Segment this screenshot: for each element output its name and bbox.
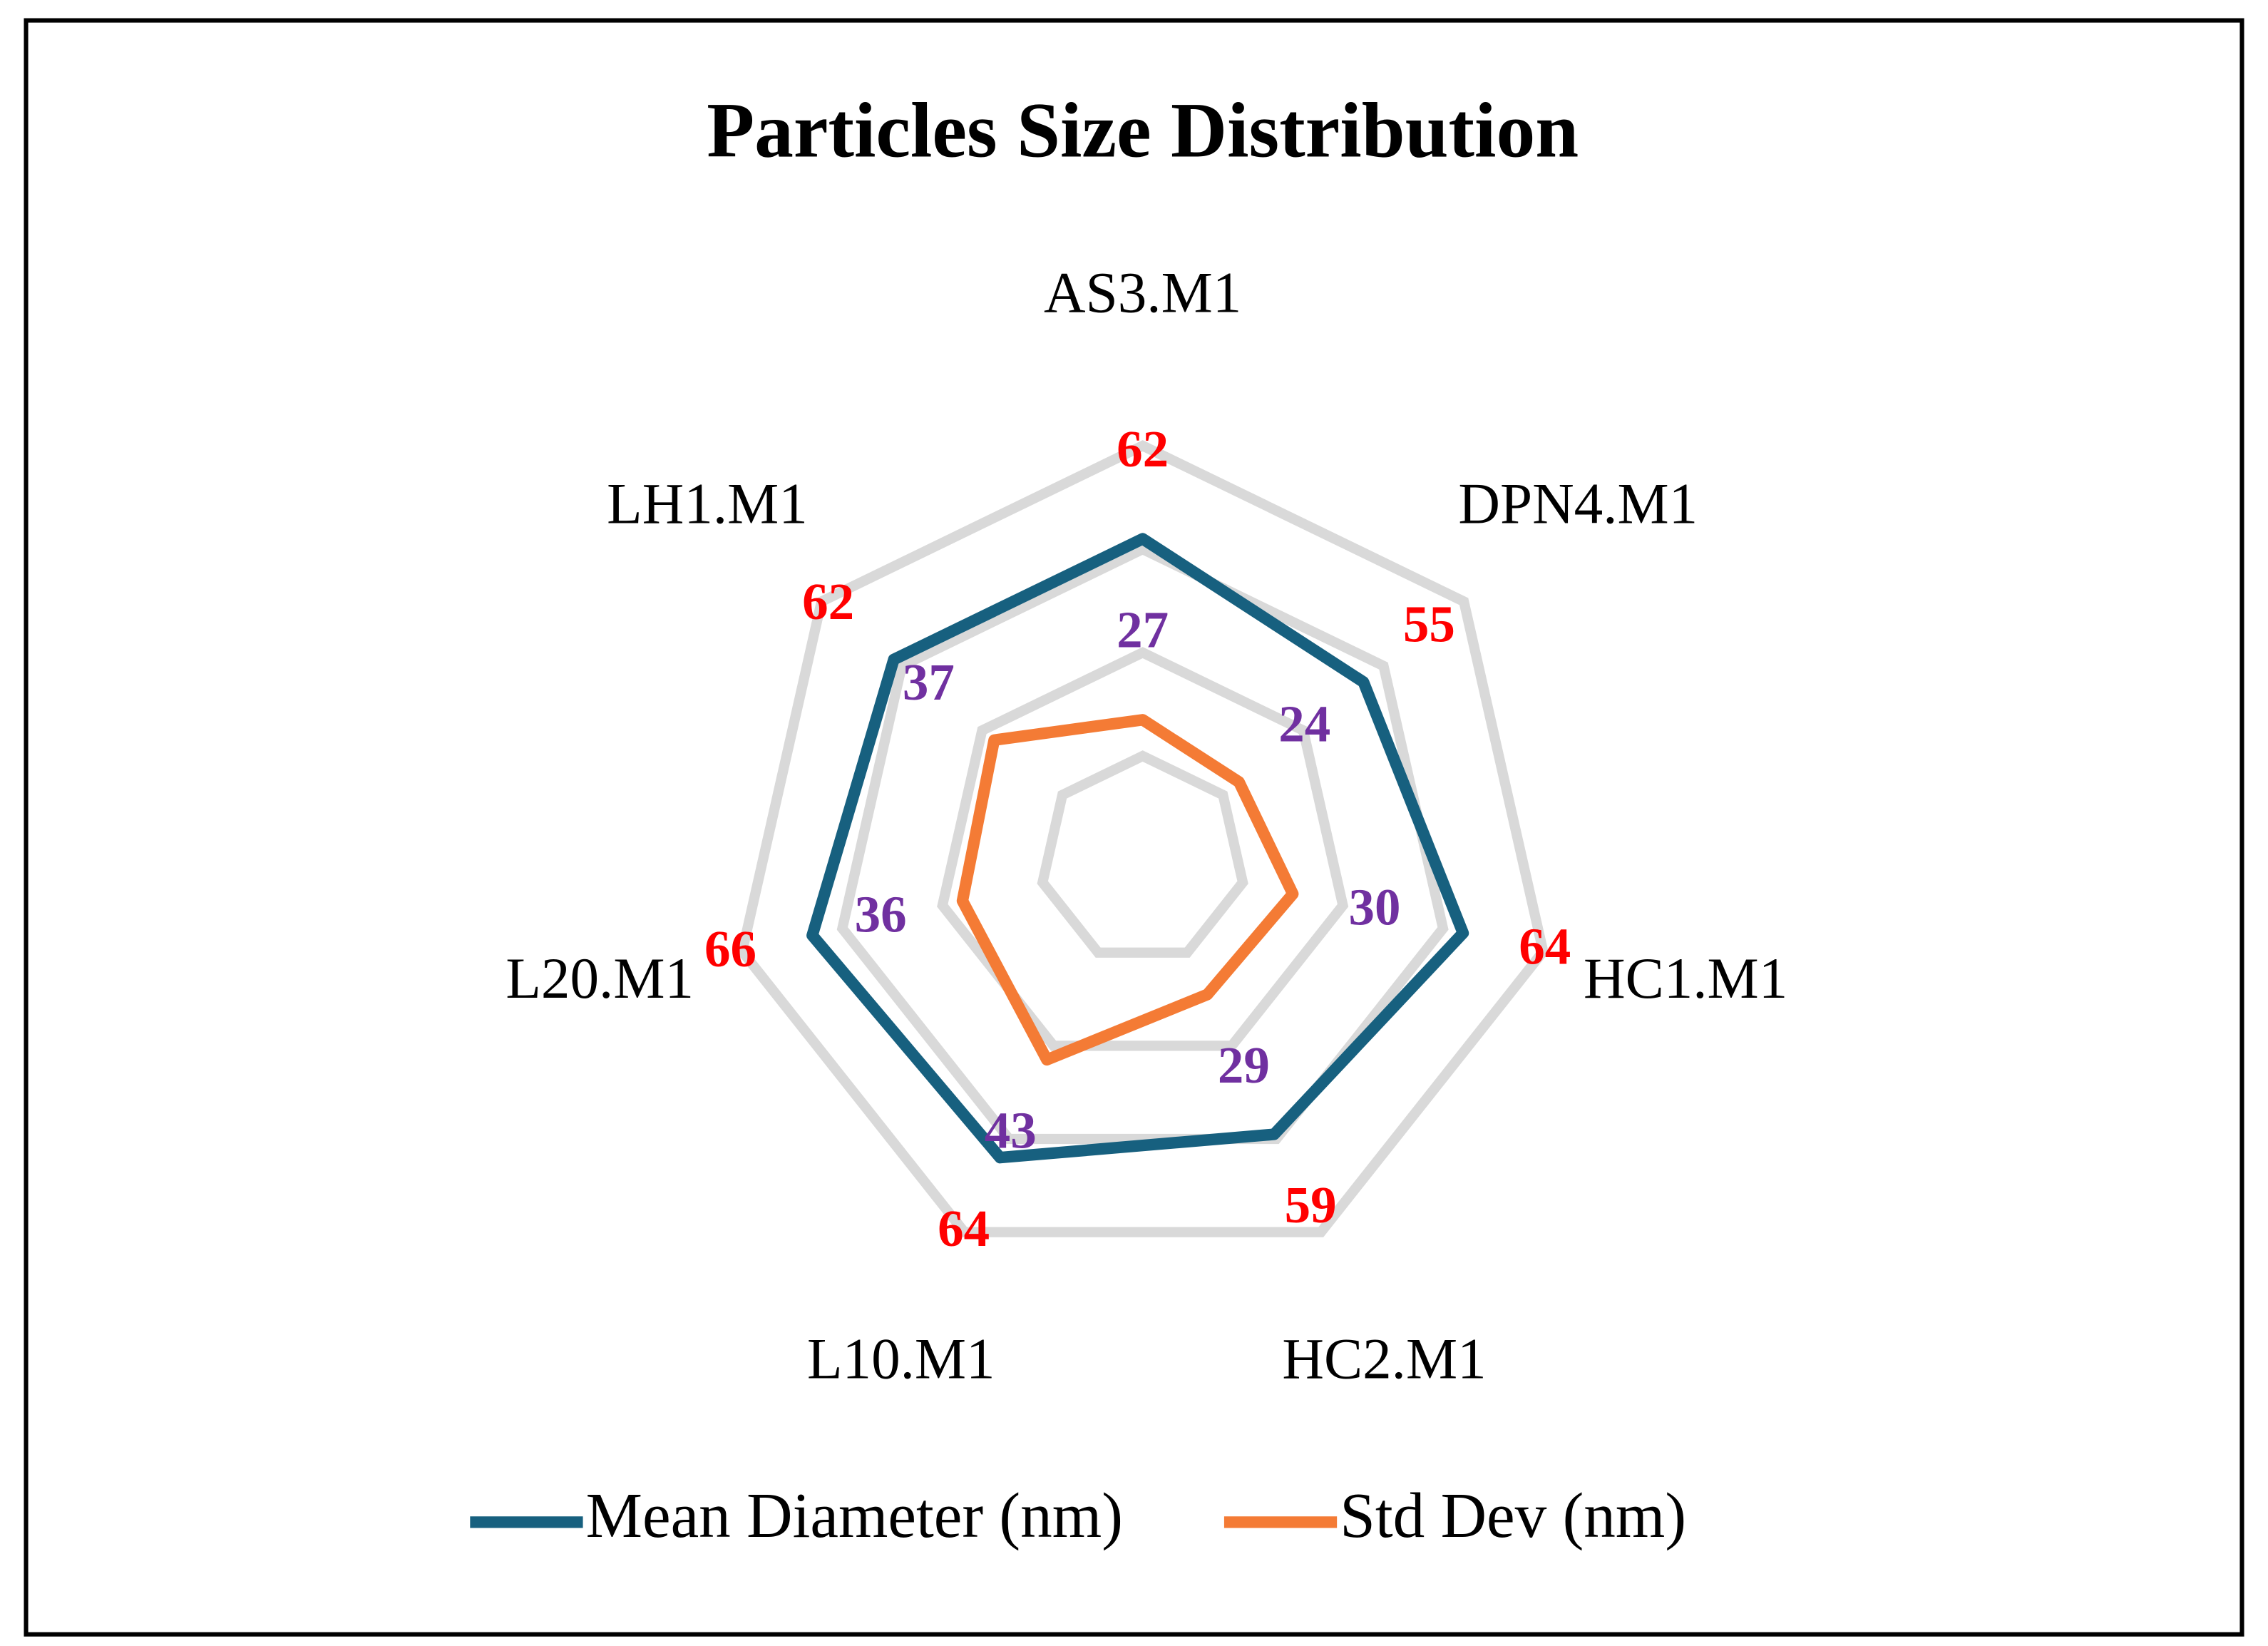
series-line <box>806 533 1469 1164</box>
axis-label: DPN4.M1 <box>1458 471 1698 536</box>
data-label: 29 <box>1218 1036 1270 1094</box>
data-label: 27 <box>1117 600 1169 658</box>
axis-label: LH1.M1 <box>607 471 808 536</box>
data-label: 59 <box>1285 1176 1337 1234</box>
chart-frame <box>24 18 2244 1637</box>
legend-label: Mean Diameter (nm) <box>586 1481 1123 1551</box>
data-label: 37 <box>903 653 955 711</box>
axis-label: HC2.M1 <box>1282 1326 1486 1391</box>
chart-title: Particles Size Distribution <box>707 86 1579 173</box>
data-label: 36 <box>855 885 907 943</box>
data-label: 66 <box>704 920 756 978</box>
axis-label: L10.M1 <box>807 1326 995 1391</box>
grid-ring <box>937 647 1349 1051</box>
axis-label: AS3.M1 <box>1044 260 1241 324</box>
axis-label: L20.M1 <box>506 946 694 1011</box>
data-label: 64 <box>938 1200 990 1257</box>
grid-ring <box>836 543 1449 1145</box>
grid-ring <box>1037 750 1248 958</box>
series-line <box>956 714 1299 1066</box>
grid-ring <box>737 440 1549 1237</box>
data-label: 64 <box>1519 917 1571 975</box>
data-label: 24 <box>1278 695 1330 752</box>
data-label: 62 <box>802 573 854 630</box>
data-label: 62 <box>1117 420 1169 478</box>
data-label: 55 <box>1403 595 1455 653</box>
data-label: 43 <box>985 1101 1037 1159</box>
data-label: 30 <box>1349 878 1401 936</box>
legend-label: Std Dev (nm) <box>1340 1481 1686 1551</box>
axis-label: HC1.M1 <box>1584 946 1787 1011</box>
